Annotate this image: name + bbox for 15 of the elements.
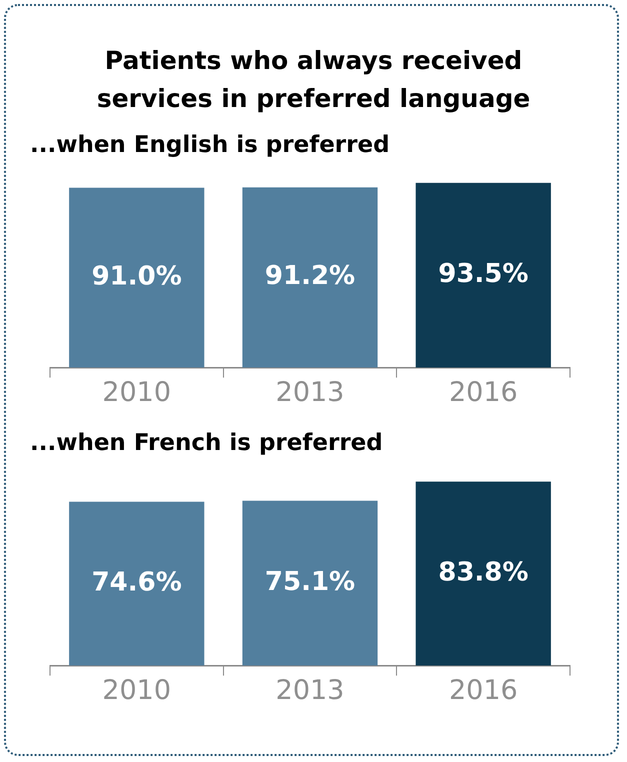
data-label: 83.8% — [438, 557, 528, 588]
data-label: 91.0% — [92, 261, 182, 292]
x-tick-label: 2013 — [276, 376, 344, 408]
chart-subtitle: ...when English is preferred — [29, 132, 391, 158]
x-tick-label: 2010 — [102, 376, 172, 408]
x-tick-label: 2016 — [448, 674, 518, 706]
data-label: 93.5% — [438, 258, 528, 289]
chart-subtitle: ...when French is preferred — [29, 430, 384, 456]
x-tick-label: 2013 — [276, 674, 344, 706]
x-tick-label: 2010 — [102, 674, 172, 706]
data-label: 75.1% — [264, 566, 356, 597]
data-label: 74.6% — [92, 567, 182, 598]
chart-title: Patients who always received services in preferred language — [96, 45, 532, 115]
data-label: 91.2% — [264, 261, 356, 292]
x-tick-label: 2016 — [448, 376, 518, 408]
